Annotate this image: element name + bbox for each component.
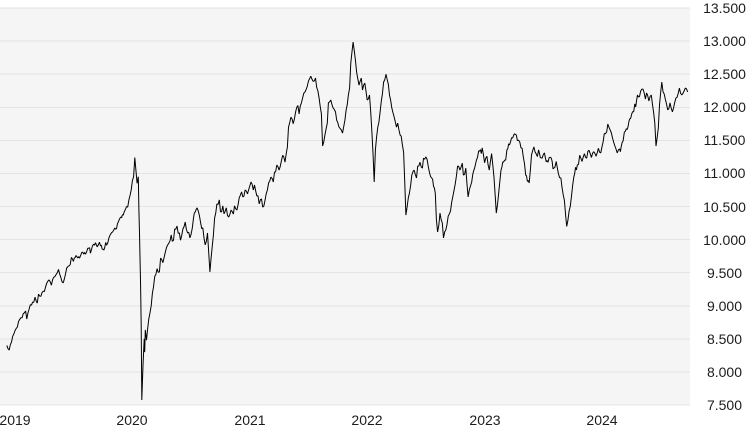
y-axis-label: 11.000 (703, 165, 746, 181)
y-axis-label: 10.500 (703, 199, 746, 215)
x-axis-label: 2021 (234, 412, 266, 428)
y-axis-label: 12.000 (703, 99, 746, 115)
y-axis-label: 13.000 (703, 33, 746, 49)
x-axis-label: 2019 (0, 412, 31, 428)
y-axis-label: 11.500 (703, 132, 746, 148)
horizontal-gridlines (0, 7, 690, 406)
y-axis-label: 13.500 (703, 0, 746, 16)
y-axis-label: 9.500 (706, 265, 743, 281)
y-axis-label: 8.500 (706, 331, 743, 347)
y-axis-label: 7.500 (706, 397, 743, 413)
x-axis-label: 2020 (116, 412, 148, 428)
x-axis-label: 2024 (586, 412, 618, 428)
y-axis-label: 12.500 (703, 66, 746, 82)
y-axis-label: 8.000 (706, 364, 743, 380)
y-axis-label: 10.000 (703, 232, 746, 248)
y-axis-label: 9.000 (706, 298, 743, 314)
x-axis-label: 2023 (469, 412, 501, 428)
price-line-series (6, 42, 689, 401)
x-axis-label: 2022 (351, 412, 383, 428)
